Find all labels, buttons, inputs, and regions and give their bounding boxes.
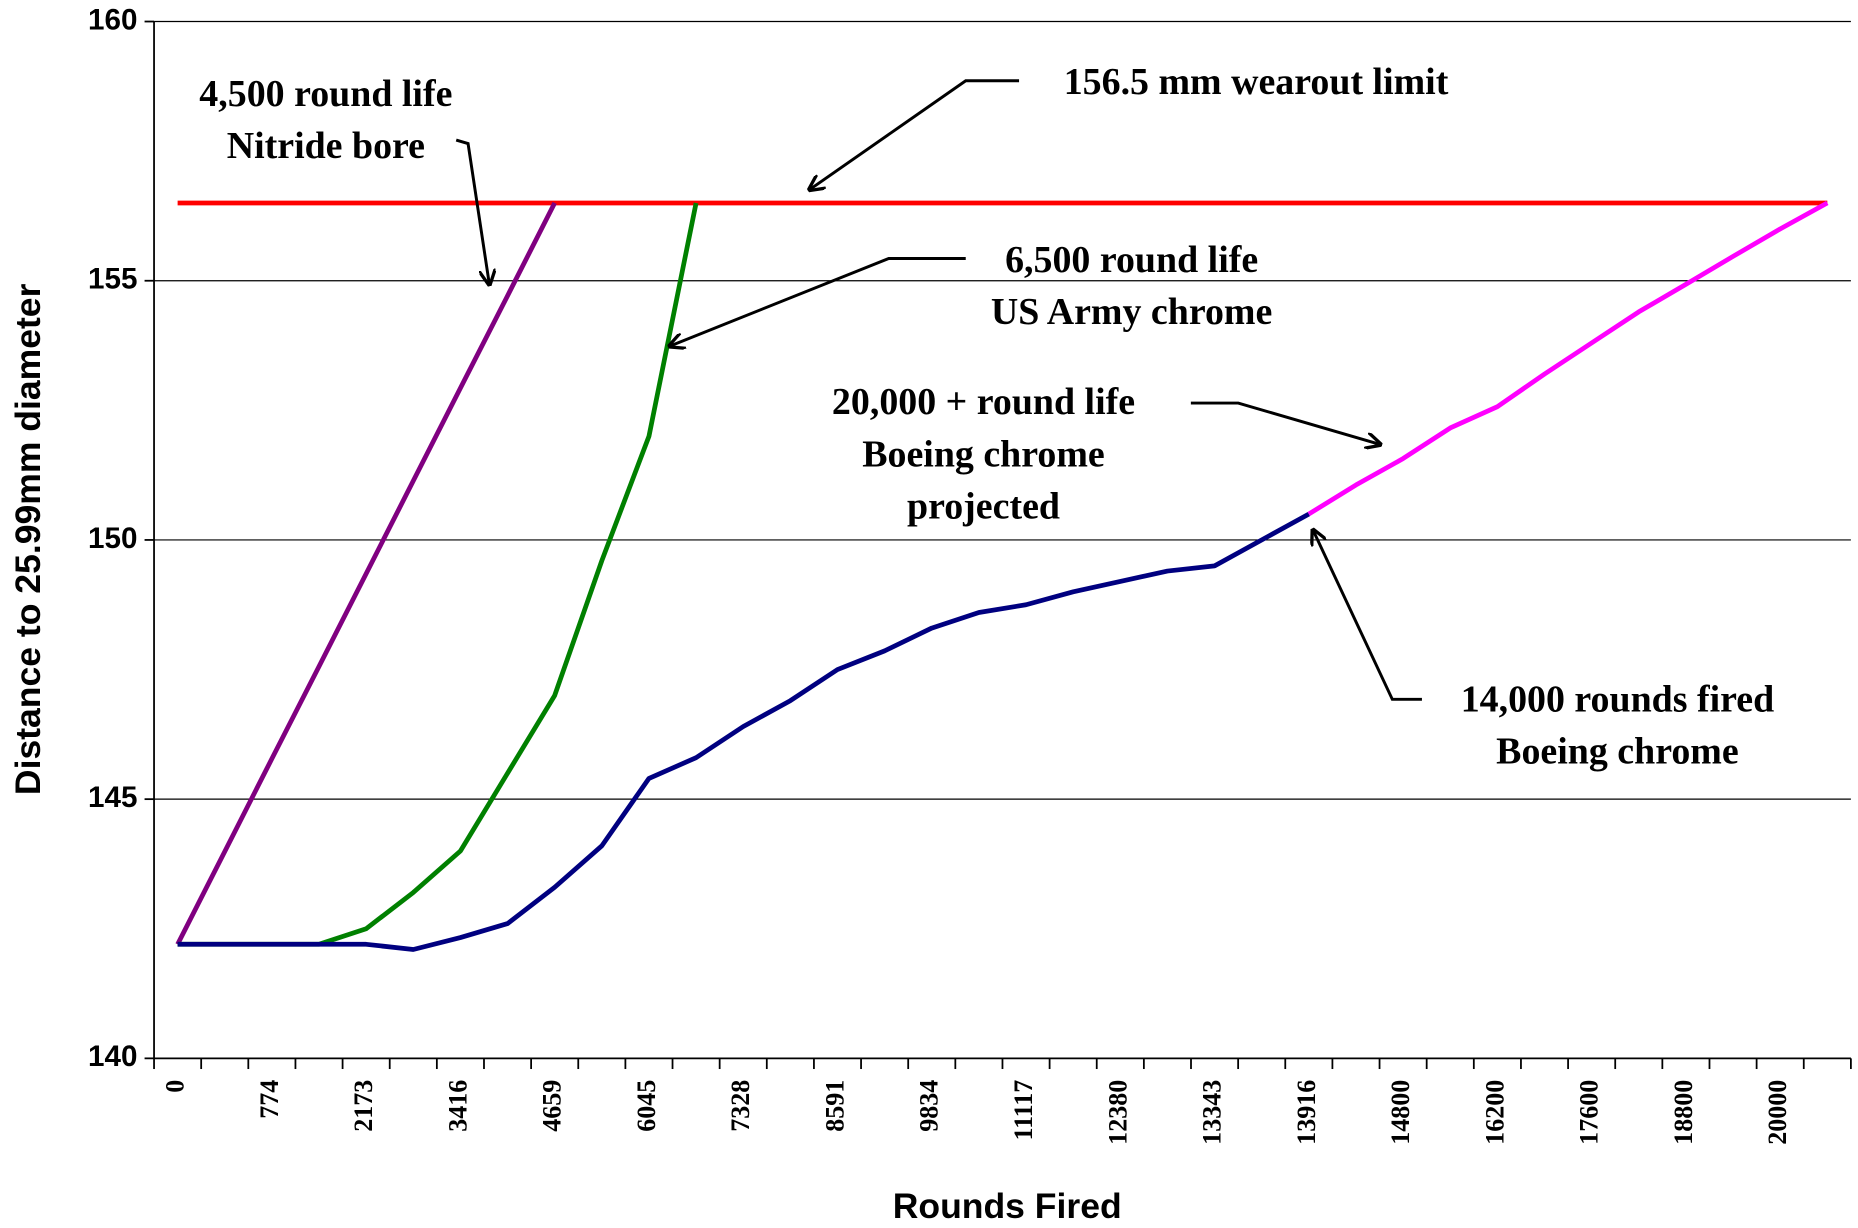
annotation: 4,500 round life bbox=[199, 73, 452, 115]
annotation: 14,000 rounds fired bbox=[1461, 679, 1775, 721]
x-tick-label: 9834 bbox=[915, 1080, 944, 1132]
annotation-arrow bbox=[809, 79, 1020, 190]
annotation: projected bbox=[907, 485, 1060, 527]
x-tick-label: 11117 bbox=[1009, 1080, 1038, 1141]
x-tick-label: 17600 bbox=[1575, 1080, 1604, 1145]
annotation: 6,500 round life bbox=[1005, 239, 1258, 281]
x-axis-label: Rounds Fired bbox=[893, 1186, 1122, 1226]
annotation: Boeing chrome bbox=[1496, 731, 1739, 773]
x-tick-label: 774 bbox=[255, 1080, 284, 1119]
x-tick-label: 2173 bbox=[349, 1080, 378, 1132]
annotation: US Army chrome bbox=[991, 291, 1272, 333]
y-tick-label: 160 bbox=[88, 3, 137, 36]
annotation-arrow bbox=[1313, 530, 1422, 701]
x-tick-label: 13916 bbox=[1292, 1080, 1321, 1145]
x-tick-label: 18800 bbox=[1669, 1080, 1698, 1145]
annotation: Nitride bore bbox=[227, 125, 425, 167]
x-tick-label: 14800 bbox=[1386, 1080, 1415, 1145]
x-tick-label: 16200 bbox=[1480, 1080, 1509, 1145]
annotation: 20,000 + round life bbox=[832, 381, 1135, 423]
x-tick-label: 4659 bbox=[538, 1080, 567, 1132]
annotation-arrow bbox=[1190, 401, 1381, 444]
x-tick-label: 12380 bbox=[1103, 1080, 1132, 1145]
y-axis-label: Distance to 25.99mm diameter bbox=[8, 283, 48, 795]
x-tick-label: 8591 bbox=[820, 1080, 849, 1132]
annotation: Boeing chrome bbox=[862, 433, 1105, 475]
x-tick-label: 13343 bbox=[1198, 1080, 1227, 1145]
series-line bbox=[177, 511, 1310, 952]
x-tick-label: 6045 bbox=[632, 1080, 661, 1132]
y-tick-label: 140 bbox=[88, 1040, 137, 1073]
series-line bbox=[1307, 200, 1829, 517]
x-tick-label: 3416 bbox=[443, 1080, 472, 1132]
x-tick-label: 20000 bbox=[1763, 1080, 1792, 1145]
annotation: 156.5 mm wearout limit bbox=[1064, 61, 1449, 103]
annotation-arrow bbox=[669, 257, 966, 347]
series-line bbox=[177, 202, 699, 947]
annotation-arrow bbox=[455, 138, 489, 285]
series-line bbox=[175, 201, 557, 946]
y-tick-label: 150 bbox=[88, 522, 137, 555]
x-tick-label: 0 bbox=[161, 1080, 190, 1093]
y-tick-label: 145 bbox=[88, 781, 137, 814]
x-tick-label: 7328 bbox=[726, 1080, 755, 1132]
y-tick-label: 155 bbox=[88, 263, 137, 296]
